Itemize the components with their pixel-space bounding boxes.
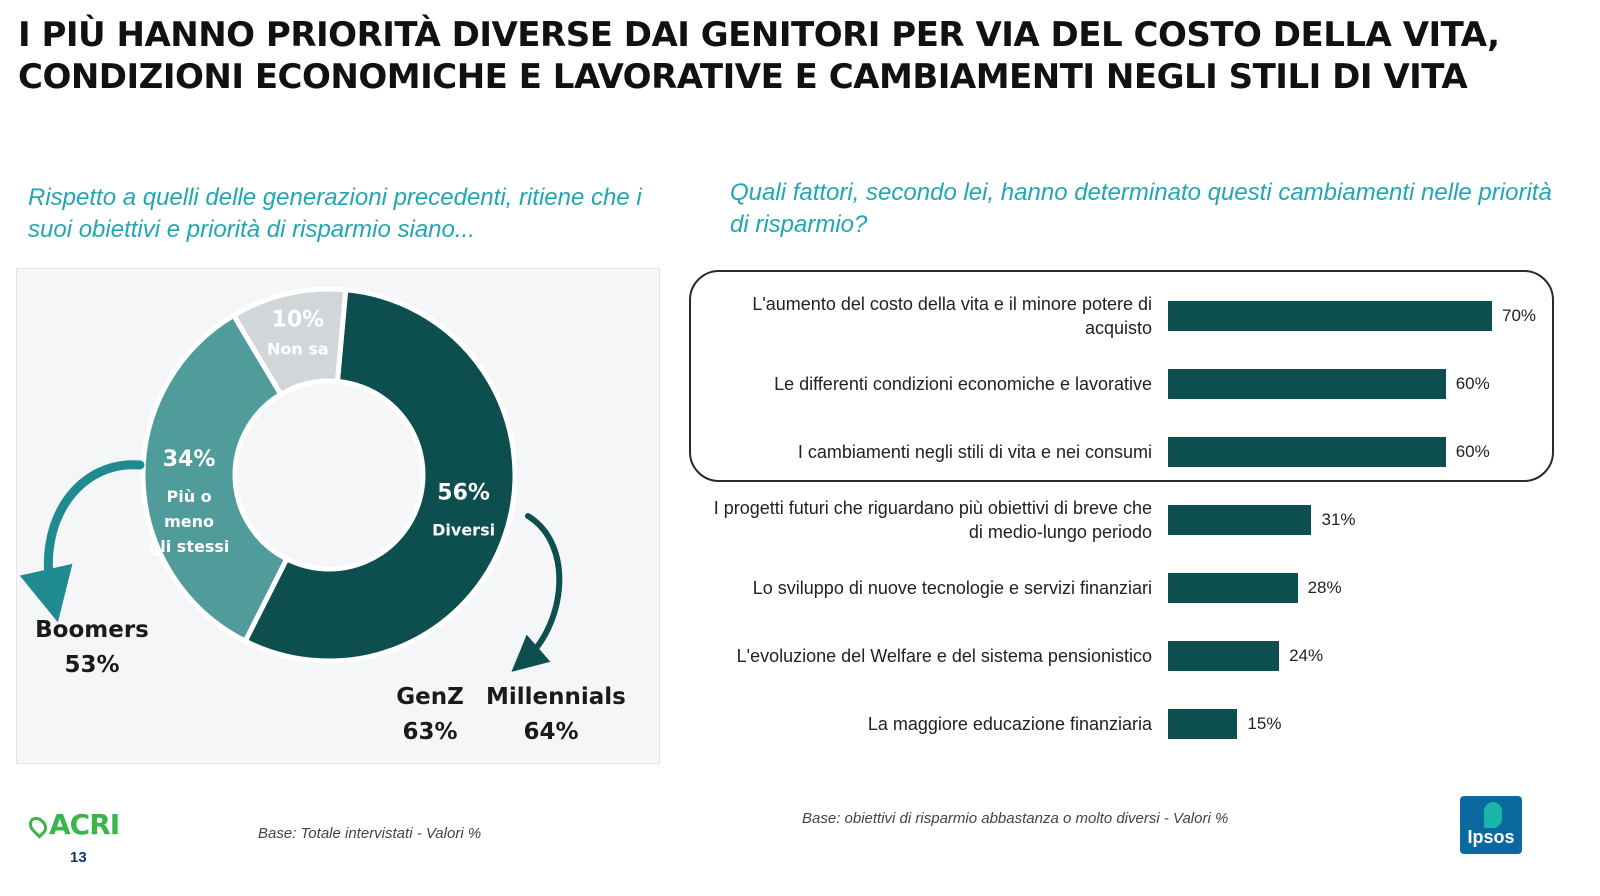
ipsos-logo: Ipsos bbox=[1460, 796, 1522, 854]
generation-value: 53% bbox=[64, 652, 120, 678]
bar-value-label: 24% bbox=[1289, 646, 1324, 665]
bar bbox=[1168, 437, 1446, 467]
page-title-line-2: CONDIZIONI ECONOMICHE E LAVORATIVE E CAM… bbox=[18, 57, 1468, 97]
bar-value-label: 60% bbox=[1455, 442, 1490, 461]
generation-value: 63% bbox=[402, 719, 458, 745]
bar bbox=[1168, 505, 1312, 535]
acri-logo-text: ACRI bbox=[49, 808, 120, 841]
generation-name: GenZ bbox=[396, 684, 464, 710]
generation-value: 64% bbox=[523, 719, 579, 745]
bar-value-label: 70% bbox=[1502, 306, 1537, 325]
base-note-left: Base: Totale intervistati - Valori % bbox=[258, 825, 482, 842]
bar-category-label: L'evoluzione del Welfare e del sistema p… bbox=[736, 646, 1152, 666]
page-title-line-1: I PIÙ HANNO PRIORITÀ DIVERSE DAI GENITOR… bbox=[18, 15, 1500, 55]
generation-millennials: Millennials 64% bbox=[486, 680, 626, 750]
generation-boomers: Boomers 53% bbox=[30, 613, 154, 683]
right-question: Quali fattori, secondo lei, hanno determ… bbox=[730, 179, 1552, 238]
bar-value-label: 15% bbox=[1247, 714, 1282, 733]
bar bbox=[1168, 301, 1492, 331]
acri-logo: ACRI bbox=[25, 808, 120, 841]
bar-category-label: I cambiamenti negli stili di vita e nei … bbox=[797, 442, 1152, 462]
bar bbox=[1168, 573, 1298, 603]
bar bbox=[1168, 641, 1280, 671]
bar-value-label: 28% bbox=[1307, 578, 1342, 597]
generation-name: Boomers bbox=[35, 617, 149, 643]
bar-value-label: 60% bbox=[1455, 374, 1490, 393]
page-title: I PIÙ HANNO PRIORITÀ DIVERSE DAI GENITOR… bbox=[18, 14, 1578, 98]
ipsos-logo-text: Ipsos bbox=[1467, 827, 1515, 847]
bar bbox=[1168, 369, 1446, 399]
generation-name: Millennials bbox=[486, 684, 626, 710]
generation-genz: GenZ 63% bbox=[380, 680, 480, 750]
bar-category-label: I progetti futuri che riguardano più obi… bbox=[713, 498, 1152, 542]
bar-category-label: Le differenti condizioni economiche e la… bbox=[774, 374, 1152, 394]
base-note-right: Base: obiettivi di risparmio abbastanza … bbox=[802, 810, 1229, 827]
ipsos-mark-icon bbox=[1484, 802, 1502, 828]
highlight-box bbox=[689, 270, 1554, 482]
left-question: Rispetto a quelli delle generazioni prec… bbox=[28, 184, 642, 243]
bar-category-label: L'aumento del costo della vita e il mino… bbox=[752, 294, 1152, 338]
location-pin-icon bbox=[25, 813, 51, 839]
bar bbox=[1168, 709, 1238, 739]
bar-value-label: 31% bbox=[1321, 510, 1356, 529]
page-number: 13 bbox=[70, 849, 87, 866]
bar-category-label: La maggiore educazione finanziaria bbox=[867, 714, 1152, 734]
bar-category-label: Lo sviluppo di nuove tecnologie e serviz… bbox=[752, 578, 1152, 598]
